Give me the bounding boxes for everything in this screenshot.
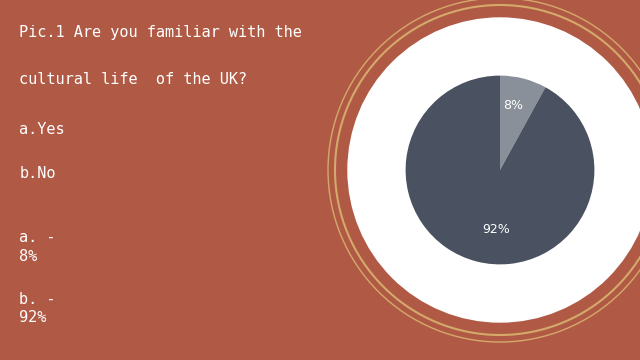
Text: a. -
8%: a. - 8% — [19, 230, 56, 264]
Text: 8%: 8% — [503, 99, 523, 112]
Text: a.Yes: a.Yes — [19, 122, 65, 138]
Circle shape — [348, 18, 640, 322]
Text: Pic.1 Are you familiar with the: Pic.1 Are you familiar with the — [19, 25, 302, 40]
Wedge shape — [500, 76, 545, 170]
Wedge shape — [406, 76, 595, 264]
Text: b. -
92%: b. - 92% — [19, 292, 56, 325]
Text: cultural life  of the UK?: cultural life of the UK? — [19, 72, 247, 87]
Text: 92%: 92% — [483, 223, 511, 236]
Text: b.No: b.No — [19, 166, 56, 181]
